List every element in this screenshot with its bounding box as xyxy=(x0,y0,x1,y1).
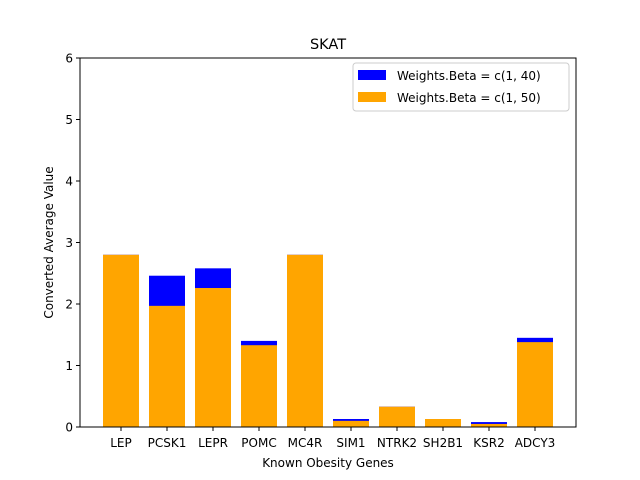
x-tick-label: PCSK1 xyxy=(148,436,187,450)
bar-series-2-adcy3 xyxy=(517,342,553,427)
legend-label-series-2: Weights.Beta = c(1, 50) xyxy=(397,91,541,105)
bar-series-2-pcsk1 xyxy=(149,305,185,427)
chart-title: SKAT xyxy=(310,37,346,53)
bars-layer xyxy=(103,254,553,427)
x-tick-label: NTRK2 xyxy=(377,436,417,450)
y-tick-label: 4 xyxy=(65,175,73,189)
legend-label-series-1: Weights.Beta = c(1, 40) xyxy=(397,69,541,83)
x-axis: LEP PCSK1 LEPR POMC MC4R SIM1 NTRK2 SH2B1 KSR2 AD… xyxy=(110,427,555,450)
bar-series-2-sim1 xyxy=(333,420,369,427)
bar-series-2-sh2b1 xyxy=(425,419,461,427)
legend-swatch-series-2 xyxy=(358,92,386,102)
x-axis-label: Known Obesity Genes xyxy=(262,456,394,470)
x-tick-label: MC4R xyxy=(288,436,323,450)
bar-series-2-ntrk2 xyxy=(379,406,415,427)
x-tick-label: POMC xyxy=(241,436,276,450)
x-tick-label: SIM1 xyxy=(336,436,365,450)
legend: Weights.Beta = c(1, 40) Weights.Beta = c… xyxy=(352,62,570,112)
x-tick-label: SH2B1 xyxy=(423,436,463,450)
legend-swatch-series-1 xyxy=(358,70,386,80)
y-tick-label: 1 xyxy=(65,359,73,373)
x-tick-label: KSR2 xyxy=(473,436,504,450)
y-axis-label: Converted Average Value xyxy=(42,166,56,318)
x-tick-label: LEP xyxy=(110,436,132,450)
bar-series-2-lep xyxy=(103,254,139,427)
y-tick-label: 2 xyxy=(65,298,73,312)
y-tick-label: 0 xyxy=(65,421,73,435)
bar-series-2-ksr2 xyxy=(471,423,507,427)
legend-frame xyxy=(352,62,570,112)
x-tick-label: ADCY3 xyxy=(515,436,556,450)
y-axis: 0 1 2 3 4 5 6 xyxy=(65,52,80,435)
bar-series-2-mc4r xyxy=(287,254,323,427)
x-tick-label: LEPR xyxy=(198,436,228,450)
bar-series-2-pomc xyxy=(241,345,277,427)
y-tick-label: 6 xyxy=(65,52,73,66)
y-tick-label: 3 xyxy=(65,236,73,250)
y-tick-label: 5 xyxy=(65,113,73,127)
bar-series-2-lepr xyxy=(195,288,231,427)
